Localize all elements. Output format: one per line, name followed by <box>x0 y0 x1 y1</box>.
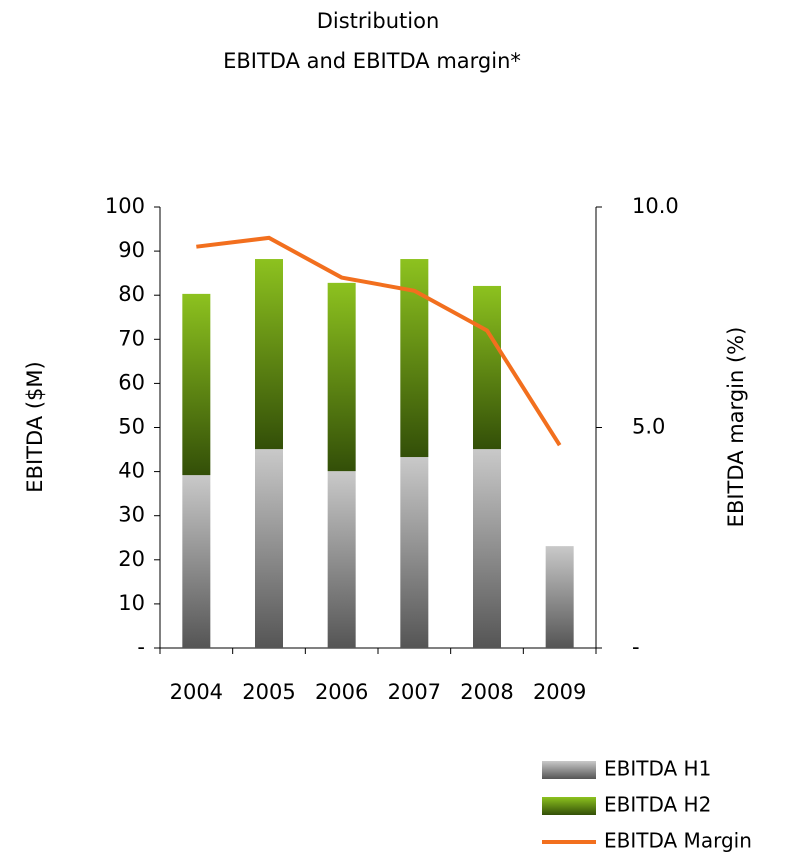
y-tick-label: 60 <box>118 370 145 394</box>
bar <box>255 259 283 450</box>
bar <box>182 293 211 476</box>
x-tick-label: 2005 <box>242 680 295 704</box>
y-axis-title: EBITDA ($M) <box>23 361 47 492</box>
legend-swatch <box>542 761 596 779</box>
chart-subtitle: EBITDA and EBITDA margin* <box>223 49 521 73</box>
y-tick-label: 30 <box>118 503 145 527</box>
bar <box>182 475 211 648</box>
bar <box>327 471 356 648</box>
legend-label: EBITDA H1 <box>604 757 711 781</box>
x-tick-label: 2009 <box>533 680 586 704</box>
y2-tick-label: 10.0 <box>632 194 679 218</box>
bar <box>400 457 429 648</box>
y-tick-label: 10 <box>118 591 145 615</box>
x-tick-label: 2008 <box>460 680 513 704</box>
legend-label: EBITDA H2 <box>604 793 711 817</box>
y2-tick-label: 5.0 <box>632 415 665 439</box>
y-tick-label: 100 <box>105 194 145 218</box>
y-tick-label: 40 <box>118 459 145 483</box>
bar <box>327 282 356 472</box>
y2-axis-title: EBITDA margin (%) <box>724 327 748 528</box>
chart-title: Distribution <box>317 9 440 33</box>
y-tick-label: - <box>137 635 145 659</box>
y-tick-label: 70 <box>118 326 145 350</box>
line <box>196 235 562 447</box>
x-tick-label: 2007 <box>388 680 441 704</box>
y-tick-label: 90 <box>118 238 145 262</box>
legend-label: EBITDA Margin <box>604 829 752 853</box>
y-tick-label: 20 <box>118 547 145 571</box>
x-tick-label: 2006 <box>315 680 368 704</box>
bar <box>255 449 283 648</box>
bar <box>473 449 501 648</box>
x-tick-label: 2004 <box>170 680 223 704</box>
y-tick-label: 50 <box>118 415 145 439</box>
y-tick-label: 80 <box>118 282 145 306</box>
legend-swatch <box>542 797 596 815</box>
y2-tick-label: - <box>632 635 640 659</box>
bar <box>473 285 501 450</box>
bar <box>545 546 574 648</box>
